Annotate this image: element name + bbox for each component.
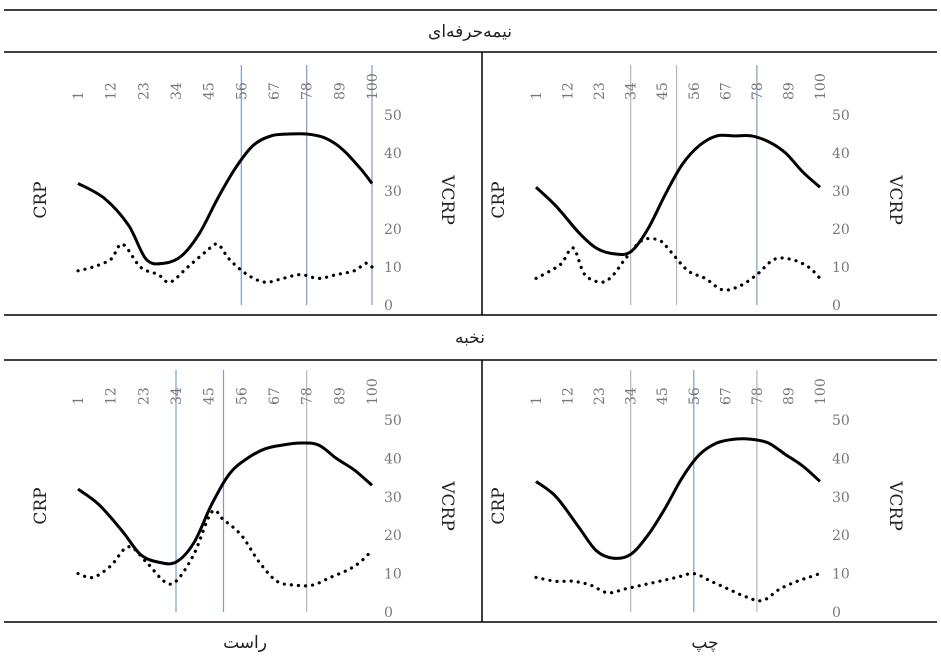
section-title-semi-pro: نیمه‌حرفه‌ای xyxy=(428,22,512,42)
y-tick-label: 40 xyxy=(384,451,402,467)
x-tick-label: 34 xyxy=(169,387,185,405)
column-title-right: راست xyxy=(223,633,267,653)
x-tick-label: 34 xyxy=(624,82,640,100)
y-tick-label: 50 xyxy=(384,413,402,429)
x-tick-label: 23 xyxy=(136,387,152,405)
x-tick-label: 67 xyxy=(267,82,283,100)
section-title-elite: نخبه xyxy=(455,328,485,348)
y-tick-label: 10 xyxy=(384,567,402,583)
x-tick-label: 12 xyxy=(104,82,120,100)
series-line-vcrp-dotted xyxy=(76,242,374,284)
column-title-left: چپ xyxy=(691,633,718,653)
x-tick-label: 89 xyxy=(332,82,348,100)
y-tick-label: 30 xyxy=(832,184,850,200)
y-tick-label: 0 xyxy=(832,605,841,621)
x-tick-label: 89 xyxy=(781,82,797,100)
y-tick-label: 0 xyxy=(832,298,841,314)
series-line-vcrp-dotted xyxy=(534,571,822,603)
y-tick-label: 40 xyxy=(832,146,850,162)
x-tick-label: 23 xyxy=(592,387,608,405)
x-tick-label: 45 xyxy=(202,82,218,100)
y-tick-label: 40 xyxy=(832,451,850,467)
x-tick-label: 78 xyxy=(300,82,316,100)
x-tick-label: 78 xyxy=(300,387,316,405)
y-axis-label-left: CRP xyxy=(31,181,51,218)
y-axis-label-right: VCRP xyxy=(885,174,905,225)
x-tick-label: 1 xyxy=(71,396,87,405)
x-tick-label: 67 xyxy=(718,82,734,100)
x-tick-label: 89 xyxy=(332,387,348,405)
y-tick-label: 20 xyxy=(384,222,402,238)
x-tick-label: 78 xyxy=(750,387,766,405)
chart-panel-3: 1 12 23 34 45 56 67 78 89 100 0 10 20 30 40 50 CRP VCRP xyxy=(31,370,457,621)
y-axis-label-left: CRP xyxy=(31,487,51,524)
x-tick-label: 23 xyxy=(592,82,608,100)
x-tick-label: 56 xyxy=(687,387,703,405)
x-tick-label: 1 xyxy=(529,91,545,100)
chart-panel-4: 1 12 23 34 45 56 67 78 89 100 0 10 20 30 40 50 CRP VCRP xyxy=(489,370,905,621)
x-tick-label: 56 xyxy=(687,82,703,100)
y-tick-label: 50 xyxy=(384,108,402,124)
y-tick-label: 50 xyxy=(832,108,850,124)
x-tick-label: 56 xyxy=(234,387,250,405)
x-tick-label: 12 xyxy=(561,82,577,100)
x-tick-label: 67 xyxy=(267,387,283,405)
x-tick-label: 12 xyxy=(104,387,120,405)
y-axis-label-left: CRP xyxy=(489,487,509,524)
x-tick-label: 1 xyxy=(529,396,545,405)
y-tick-label: 20 xyxy=(832,528,850,544)
series-line-crp-solid xyxy=(77,441,373,566)
x-tick-label: 100 xyxy=(813,378,829,405)
series-line-crp-solid xyxy=(535,437,821,560)
x-tick-label: 23 xyxy=(136,82,152,100)
x-tick-label: 45 xyxy=(655,387,671,405)
series-line-crp-solid xyxy=(77,132,374,266)
x-tick-label: 1 xyxy=(71,91,87,100)
x-tick-label: 100 xyxy=(365,73,381,100)
chart-panel-2: 1 12 23 34 45 56 67 78 89 100 0 10 20 30 40 50 CRP VCRP xyxy=(489,65,905,314)
x-tick-label: 34 xyxy=(169,82,185,100)
y-tick-label: 10 xyxy=(832,260,850,276)
x-tick-label: 100 xyxy=(365,378,381,405)
y-tick-label: 20 xyxy=(384,528,402,544)
series-line-vcrp-dotted xyxy=(534,236,822,292)
y-tick-label: 10 xyxy=(384,260,402,276)
x-tick-label: 100 xyxy=(813,73,829,100)
figure-frame xyxy=(4,9,937,623)
y-tick-label: 20 xyxy=(832,222,850,238)
y-tick-label: 0 xyxy=(384,298,393,314)
y-tick-label: 0 xyxy=(384,605,393,621)
y-tick-label: 10 xyxy=(832,567,850,583)
y-tick-label: 30 xyxy=(384,490,402,506)
y-tick-label: 40 xyxy=(384,146,402,162)
x-tick-label: 67 xyxy=(718,387,734,405)
y-tick-label: 50 xyxy=(832,413,850,429)
y-axis-label-right: VCRP xyxy=(437,480,457,531)
x-tick-label: 89 xyxy=(781,387,797,405)
chart-panel-1: 1 12 23 34 45 56 67 78 89 100 0 10 20 30 40 50 CRP VCRP xyxy=(31,65,457,314)
y-tick-label: 30 xyxy=(832,490,850,506)
y-axis-label-right: VCRP xyxy=(885,480,905,531)
series-line-crp-solid xyxy=(534,133,821,257)
y-axis-label-left: CRP xyxy=(489,181,509,218)
y-tick-label: 30 xyxy=(384,184,402,200)
y-axis-label-right: VCRP xyxy=(437,174,457,225)
x-tick-label: 34 xyxy=(624,387,640,405)
x-tick-label: 45 xyxy=(202,387,218,405)
x-tick-label: 45 xyxy=(655,82,671,100)
series-line-vcrp-dotted xyxy=(76,508,374,588)
x-tick-label: 56 xyxy=(234,82,250,100)
x-tick-label: 12 xyxy=(561,387,577,405)
x-tick-label: 78 xyxy=(750,82,766,100)
